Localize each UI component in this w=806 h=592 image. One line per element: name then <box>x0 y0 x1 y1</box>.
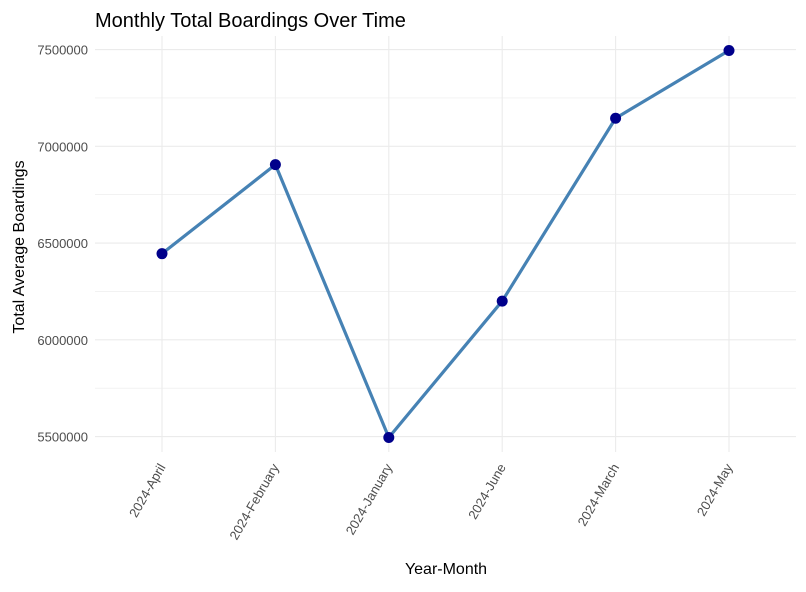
x-axis-label: Year-Month <box>405 561 487 578</box>
chart-title: Monthly Total Boardings Over Time <box>95 10 406 32</box>
y-tick-label: 7000000 <box>37 139 88 154</box>
x-tick-label: 2024-February <box>226 461 282 543</box>
x-tick-label: 2024-January <box>343 461 396 538</box>
data-point <box>496 295 508 307</box>
series-lines <box>160 48 731 440</box>
x-tick-label: 2024-May <box>694 461 736 519</box>
grid <box>95 36 796 452</box>
data-point <box>269 159 281 171</box>
data-point <box>723 45 735 57</box>
x-tick-label: 2024-June <box>465 461 509 522</box>
data-point <box>383 431 395 443</box>
y-tick-label: 6500000 <box>37 236 88 251</box>
y-tick-label: 5500000 <box>37 430 88 445</box>
data-point <box>610 112 622 124</box>
data-point <box>156 248 168 260</box>
x-tick-label: 2024-March <box>575 461 623 529</box>
y-tick-label: 6000000 <box>37 333 88 348</box>
y-axis-label: Total Average Boardings <box>11 160 28 333</box>
series-line <box>160 48 731 440</box>
y-axis-tick-labels: 5500000 6000000 6500000 7000000 7500000 <box>37 43 88 445</box>
y-tick-label: 7500000 <box>37 43 88 58</box>
x-tick-label: 2024-April <box>126 461 169 520</box>
x-axis-tick-labels: 2024-April 2024-February 2024-January 2024-… <box>126 461 736 543</box>
series-points <box>156 45 735 443</box>
